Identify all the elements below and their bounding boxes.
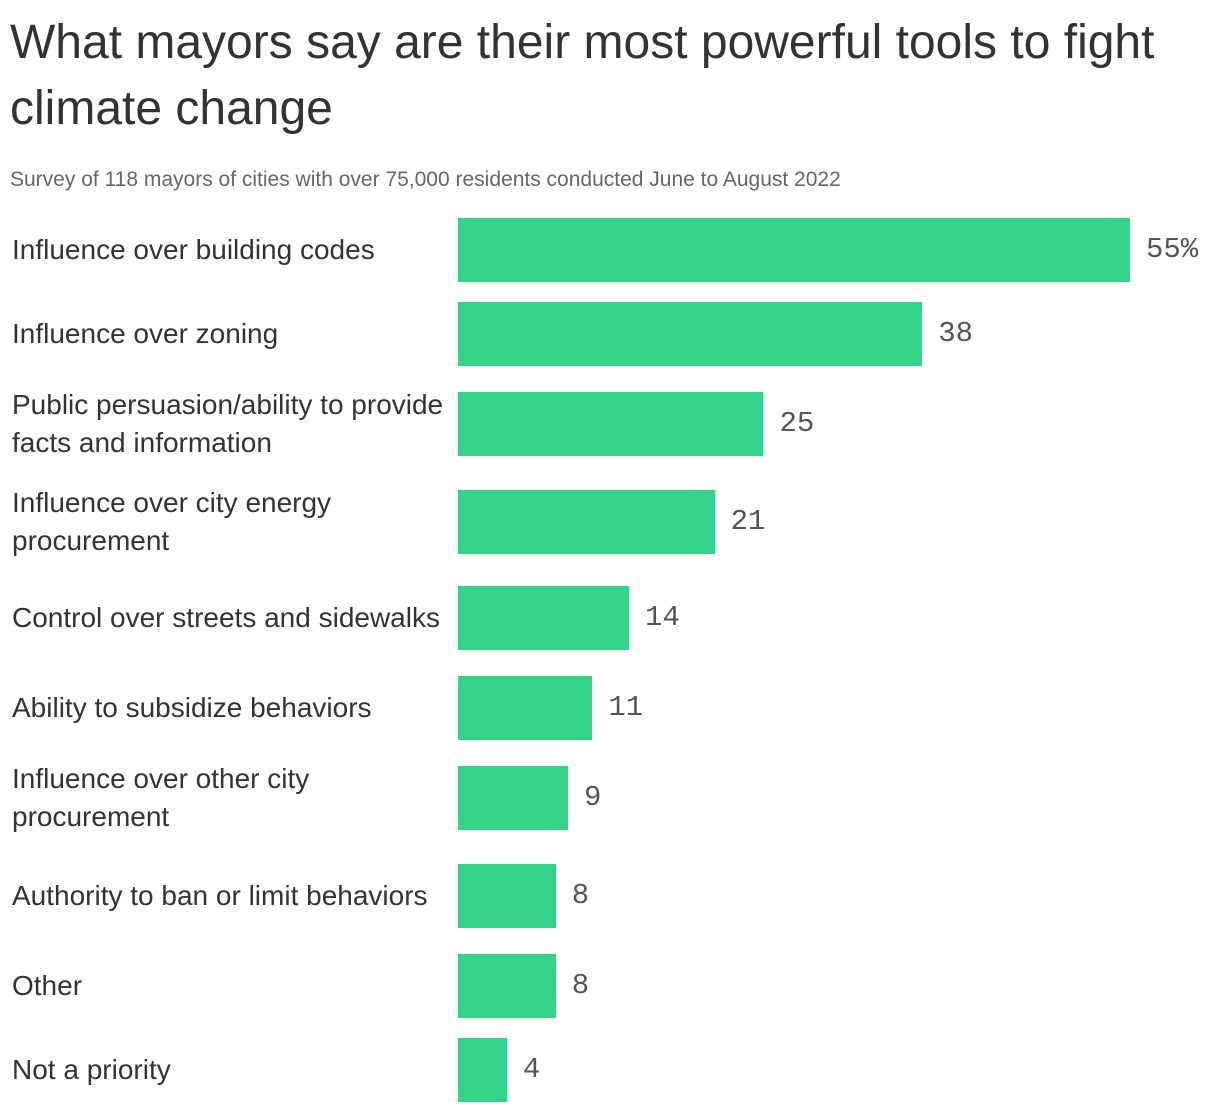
category-label: Influence over city energy procurement [12, 487, 332, 556]
category-label: Other [12, 970, 83, 1001]
bar [458, 1038, 507, 1102]
category-label: Ability to subsidize behaviors [12, 692, 372, 723]
value-label: 9 [583, 781, 602, 814]
category-label: Authority to ban or limit behaviors [12, 880, 428, 911]
value-label: 11 [608, 691, 644, 724]
bar [458, 302, 923, 366]
value-label: 38 [938, 317, 974, 350]
value-label: 25 [779, 407, 815, 440]
bar [458, 864, 556, 928]
category-label: Influence over other city procurement [12, 763, 310, 832]
bar [458, 954, 556, 1018]
bar [458, 766, 568, 830]
bar [458, 676, 593, 740]
category-label: Public persuasion/ability to provide fac… [12, 389, 444, 458]
value-label: 55% [1146, 233, 1199, 266]
bar [458, 586, 630, 650]
value-label: 14 [645, 601, 680, 634]
value-label: 8 [571, 879, 590, 912]
bar [458, 392, 764, 456]
category-label: Not a priority [12, 1054, 171, 1085]
value-label: 8 [571, 969, 590, 1002]
category-label: Influence over building codes [12, 234, 375, 265]
category-label: Influence over zoning [12, 318, 279, 349]
bar [458, 218, 1130, 282]
category-label: Control over streets and sidewalks [12, 602, 440, 633]
chart-title: What mayors say are their most powerful … [10, 16, 1155, 135]
bar [458, 490, 715, 554]
value-label: 4 [522, 1053, 541, 1086]
chart-subtitle: Survey of 118 mayors of cities with over… [10, 168, 841, 191]
value-label: 21 [730, 505, 766, 538]
